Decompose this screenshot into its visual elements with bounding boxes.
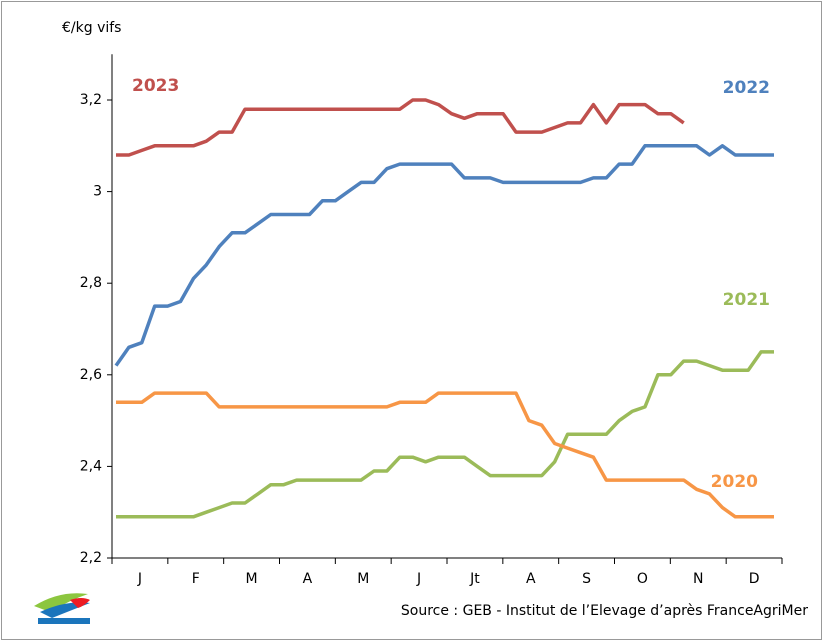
y-tick-label: 2,4: [80, 458, 102, 474]
x-tick-label: D: [749, 571, 760, 587]
series-label: 2023: [132, 76, 179, 96]
series-line: [116, 98, 685, 157]
source: Source : GEB - Institut de l’Elevage d’a…: [401, 603, 808, 619]
x-tick-label: A: [303, 571, 313, 587]
x-tick-label: J: [416, 571, 421, 587]
x-tick-label: O: [637, 571, 648, 587]
series-label: 2022: [723, 78, 770, 98]
x-tick-label: A: [526, 571, 536, 587]
x-tick-label: M: [246, 571, 258, 587]
series-label: 2021: [723, 290, 770, 310]
y-axis-label: €/kg vifs: [62, 20, 121, 36]
series-line: [114, 144, 774, 367]
series-line: [116, 391, 774, 519]
x-tick-label: N: [693, 571, 703, 587]
x-tick-label: J: [137, 571, 142, 587]
x-tick-label: M: [357, 571, 369, 587]
x-tick-label: Jt: [469, 571, 480, 587]
y-tick-label: 3,2: [80, 92, 102, 108]
y-tick-label: 2,2: [80, 550, 102, 566]
x-tick-label: F: [192, 571, 200, 587]
logo: [34, 593, 90, 624]
y-tick-label: 2,6: [80, 367, 102, 383]
y-tick-label: 2,8: [80, 275, 102, 291]
y-tick-label: 3: [93, 184, 102, 200]
series-line: [116, 350, 774, 519]
series-label: 2020: [711, 472, 758, 492]
x-tick-label: S: [582, 571, 591, 587]
